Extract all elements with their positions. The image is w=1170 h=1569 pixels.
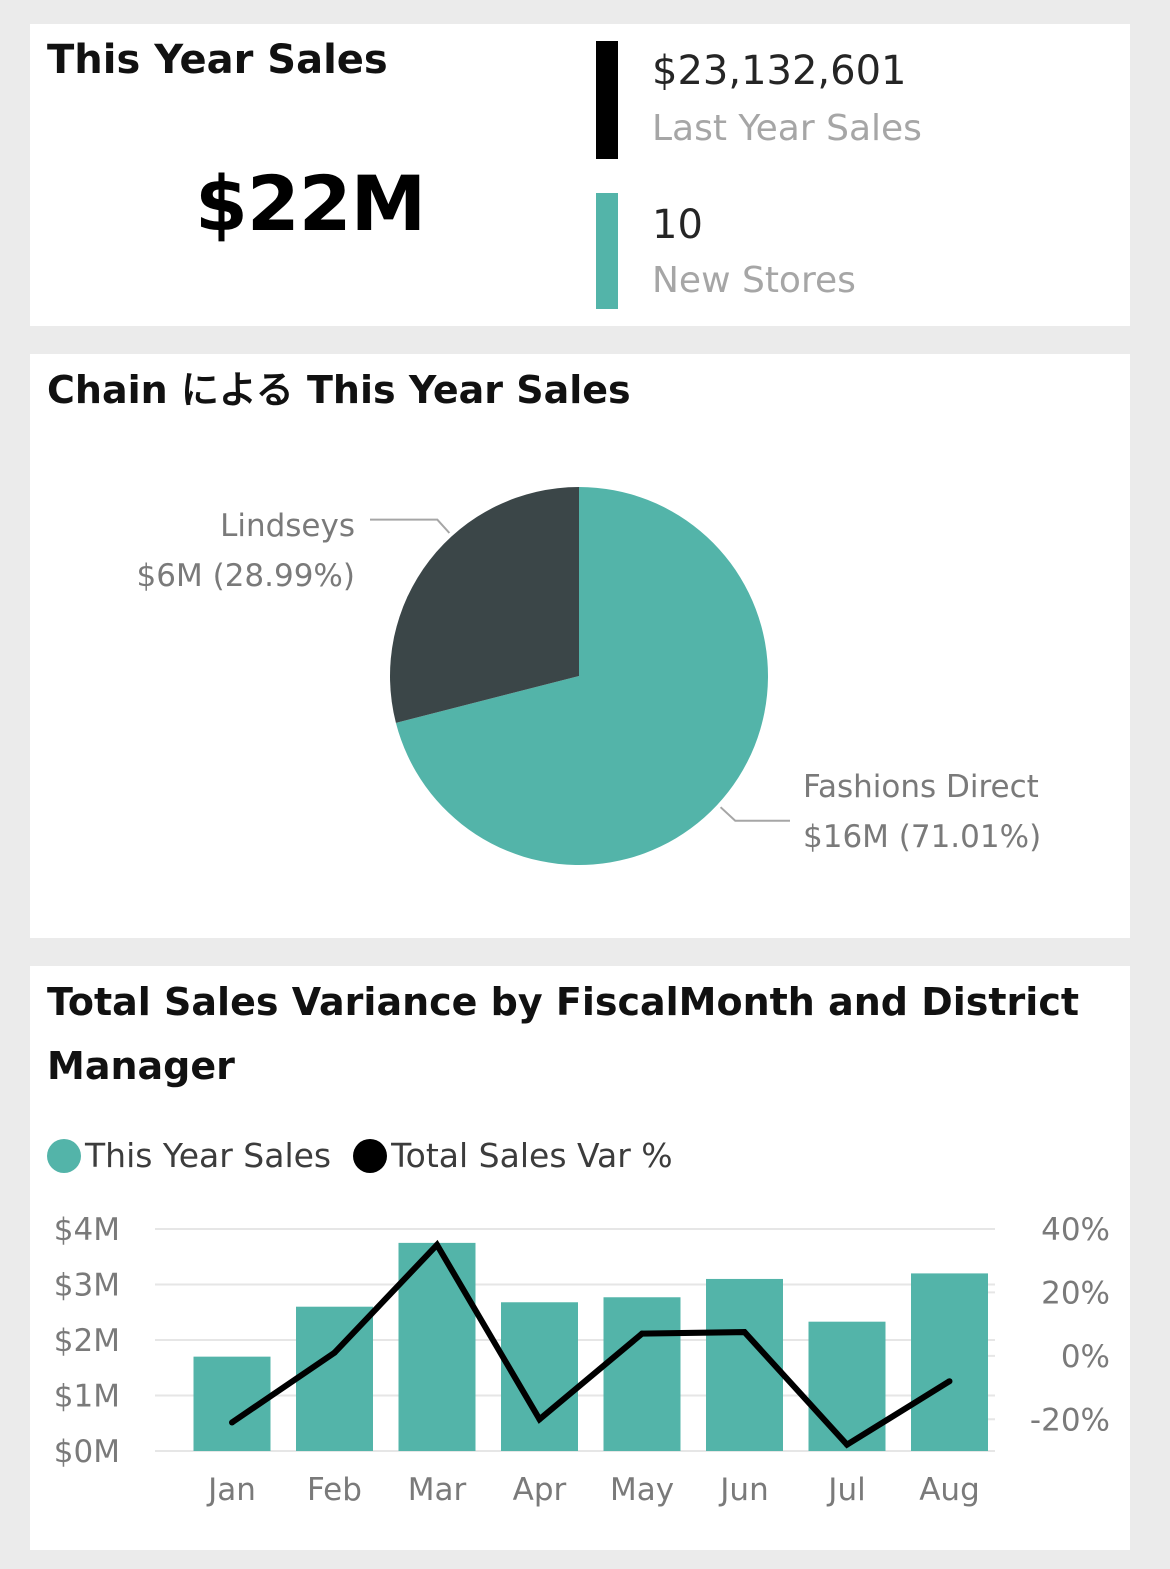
pie-label-fashions-direct-name: Fashions Direct [803, 769, 1039, 805]
line-total-sales-var [230, 1239, 952, 1449]
x-tick-label: Aug [919, 1472, 980, 1508]
last-year-sales-label: Last Year Sales [652, 108, 922, 149]
y-left-tick-label: $2M [54, 1323, 120, 1359]
y-right-tick-label: 20% [1041, 1275, 1110, 1311]
y-left-tick-label: $4M [54, 1212, 120, 1248]
line-point-feb [331, 1349, 338, 1356]
leader-line-fashions-direct [719, 806, 790, 822]
chart-legend: This Year Sales Total Sales Var % [47, 1136, 695, 1175]
x-tick-label: Apr [513, 1472, 567, 1508]
pie-label-lindseys-value: $6M (28.99%) [137, 558, 355, 594]
kpi-title: This Year Sales [47, 37, 388, 83]
kpi-card: This Year Sales $22M $23,132,601 Last Ye… [30, 24, 1130, 326]
line-point-mar [434, 1241, 440, 1248]
new-stores-indicator-bar [596, 193, 618, 309]
bar-jun [706, 1278, 783, 1451]
x-tick-label: Feb [307, 1472, 362, 1508]
y-right-tick-label: -20% [1030, 1402, 1110, 1438]
bar-aug [911, 1273, 988, 1451]
pie-label-fashions-direct-value: $16M (71.01%) [803, 819, 1041, 855]
legend-item-total-sales-var[interactable]: Total Sales Var % [353, 1136, 673, 1175]
new-stores-label: New Stores [652, 260, 856, 301]
kpi-value: $22M [195, 159, 426, 248]
line-point-jun [741, 1329, 748, 1336]
legend-marker [47, 1138, 81, 1173]
line-point-aug [946, 1378, 953, 1385]
line-point-jul [844, 1441, 850, 1448]
line-point-may [639, 1330, 645, 1337]
pie-label-lindseys-name: Lindseys [220, 508, 355, 544]
pie-chart: Fashions Direct $16M (71.01%) Lindseys $6M … [137, 487, 1041, 865]
y-left-tick-label: $1M [54, 1379, 120, 1415]
line-point-jan [229, 1419, 235, 1426]
x-tick-label: Mar [408, 1472, 467, 1508]
combo-chart-card: $0M $1M $2M $3M $4M -20% 0% 20% 40% Jan Feb Mar Apr M… [30, 966, 1130, 1550]
leader-line-lindseys [370, 518, 451, 534]
combo-chart-title: Total Sales Variance by FiscalMonth and … [47, 980, 1080, 1088]
combo-chart: $0M $1M $2M $3M $4M -20% 0% 20% 40% Jan Feb Mar Apr M… [54, 1212, 1110, 1508]
x-tick-label: Jun [718, 1472, 768, 1508]
last-year-indicator-bar [596, 41, 618, 159]
legend-label: This Year Sales [85, 1136, 332, 1175]
x-tick-label: Jan [206, 1472, 256, 1508]
x-tick-label: May [610, 1472, 674, 1508]
bar-jul [808, 1321, 886, 1451]
legend-label: Total Sales Var % [391, 1136, 673, 1175]
y-right-tick-label: 40% [1041, 1212, 1110, 1248]
legend-marker [353, 1138, 388, 1173]
legend-item-this-year-sales[interactable]: This Year Sales [47, 1136, 331, 1175]
y-left-tick-label: $3M [54, 1268, 120, 1304]
line-point-apr [536, 1416, 543, 1423]
bar-feb [296, 1306, 373, 1451]
pie-slice-lindseys [390, 487, 579, 723]
bar-may [603, 1297, 681, 1451]
y-left-tick-label: $0M [54, 1434, 120, 1470]
pie-chart-card: Fashions Direct $16M (71.01%) Lindseys $6M … [30, 354, 1130, 938]
new-stores-value: 10 [652, 202, 703, 248]
last-year-sales-value: $23,132,601 [652, 48, 907, 94]
pie-slice-fashions-direct [395, 487, 768, 865]
bar-mar [398, 1242, 476, 1451]
pie-chart-title: Chain による This Year Sales [47, 368, 631, 412]
y-right-tick-label: 0% [1061, 1339, 1110, 1375]
x-tick-label: Jul [826, 1472, 865, 1508]
